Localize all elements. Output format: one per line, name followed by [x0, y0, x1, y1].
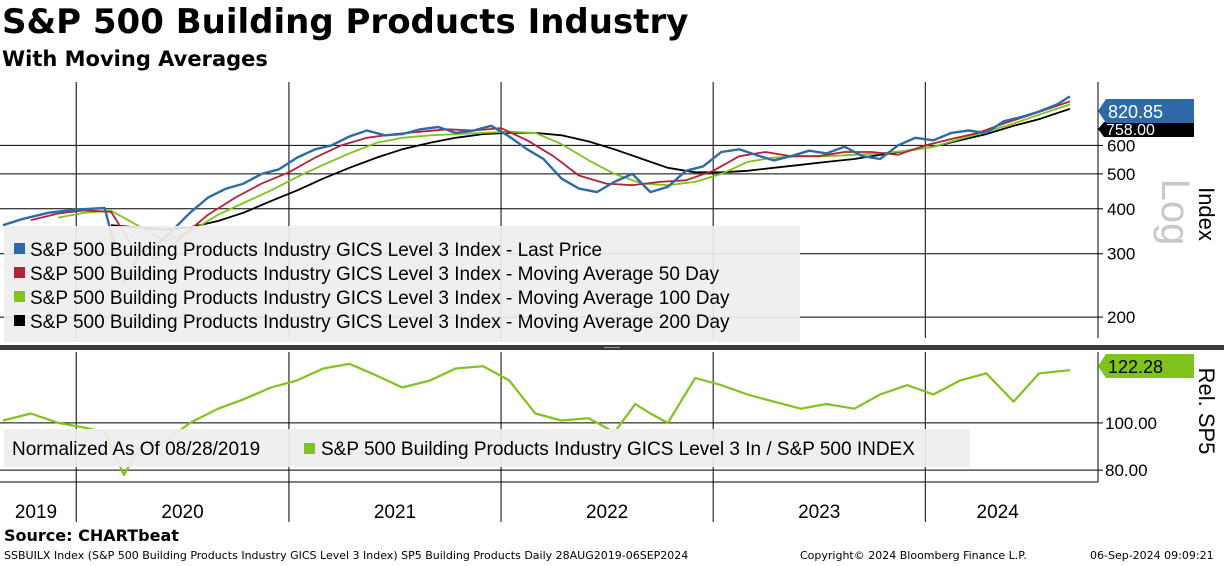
upper-tick-label-600: 600	[1107, 136, 1135, 155]
upper-series-group	[2, 95, 1071, 284]
lower-legend-bg	[4, 429, 970, 467]
tag-last-price-label: 820.85	[1108, 102, 1163, 122]
upper-legend: S&P 500 Building Products Industry GICS …	[4, 226, 800, 342]
upper-y-axis-title: Index	[1194, 187, 1219, 241]
upper-tick-label-300: 300	[1107, 245, 1135, 264]
tag-last-price-bg	[1098, 99, 1194, 123]
legend-label-last-price: S&P 500 Building Products Industry GICS …	[30, 240, 602, 261]
tag-ma200-label: 758.00	[1106, 122, 1155, 139]
upper-tick-label-400: 400	[1107, 200, 1135, 219]
log-scale-watermark: Log	[1153, 179, 1197, 246]
lower-y-axis-title: Rel. SP5	[1194, 368, 1219, 455]
legend-swatch-last-price	[14, 243, 25, 254]
series-line-moving-average-50-day	[30, 100, 1071, 260]
x-tick-label-2020: 2020	[161, 502, 203, 523]
series-line-last-price	[2, 95, 1071, 284]
legend-swatch-ma200	[14, 315, 25, 326]
x-tick-label-2021: 2021	[374, 502, 416, 523]
tag-relative-bg	[1098, 354, 1194, 378]
legend-label-ma200: S&P 500 Building Products Industry GICS …	[30, 312, 730, 333]
tag-last-price: 820.85	[1098, 99, 1194, 123]
x-axis: 2019 2020 2021 2022 2023 2024	[0, 481, 1098, 523]
legend-swatch-ma100	[14, 291, 25, 302]
upper-tick-label-200: 200	[1107, 308, 1135, 327]
legend-swatch-ma50	[14, 267, 25, 278]
tag-relative: 122.28	[1098, 354, 1194, 378]
lower-grid: 80.00 100.00	[0, 352, 1157, 482]
legend-label-relative: S&P 500 Building Products Industry GICS …	[321, 439, 915, 460]
x-tick-label-2024: 2024	[977, 502, 1020, 523]
series-line-moving-average-100-day	[58, 103, 1071, 243]
tag-relative-label: 122.28	[1108, 357, 1163, 377]
legend-label-ma100: S&P 500 Building Products Industry GICS …	[30, 288, 730, 309]
upper-legend-bg	[4, 226, 800, 342]
source-note: Source: CHARTbeat	[4, 526, 179, 545]
x-tick-label-2019: 2019	[15, 502, 57, 523]
lower-legend: Normalized As Of 08/28/2019 S&P 500 Buil…	[4, 429, 970, 467]
tag-ma200-bg	[1098, 122, 1194, 137]
x-tick-label-2022: 2022	[586, 502, 628, 523]
timestamp: 06-Sep-2024 09:09:21	[1090, 549, 1214, 562]
lower-tick-label-80: 80.00	[1105, 461, 1148, 480]
copyright: Copyright© 2024 Bloomberg Finance L.P.	[800, 549, 1027, 562]
lower-tick-label-100: 100.00	[1105, 414, 1157, 433]
x-tick-label-2023: 2023	[798, 502, 840, 523]
legend-label-ma50: S&P 500 Building Products Industry GICS …	[30, 264, 719, 285]
tag-ma200: 758.00	[1098, 122, 1194, 139]
legend-swatch-relative	[304, 443, 315, 454]
ticker-info: SSBUILX Index (S&P 500 Building Products…	[4, 549, 689, 562]
page-title: S&P 500 Building Products Industry	[2, 2, 689, 42]
page-subtitle: With Moving Averages	[2, 47, 268, 71]
upper-tick-label-500: 500	[1107, 165, 1135, 184]
normalized-note: Normalized As Of 08/28/2019	[12, 439, 260, 460]
